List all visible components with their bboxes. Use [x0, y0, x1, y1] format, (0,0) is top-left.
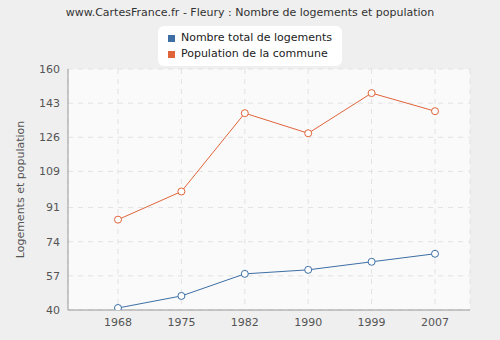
- svg-text:126: 126: [39, 131, 60, 144]
- svg-text:1982: 1982: [231, 316, 259, 329]
- svg-text:57: 57: [46, 270, 60, 283]
- svg-text:160: 160: [39, 63, 60, 76]
- svg-text:74: 74: [46, 236, 60, 249]
- svg-text:1999: 1999: [358, 316, 386, 329]
- svg-text:2007: 2007: [421, 316, 449, 329]
- svg-text:143: 143: [39, 97, 60, 110]
- svg-text:40: 40: [46, 304, 60, 317]
- svg-text:1990: 1990: [294, 316, 322, 329]
- svg-text:91: 91: [46, 201, 60, 214]
- html-text:Nombre total de logements: Nombre total de logements: [180, 31, 333, 44]
- html-text:www.CartesFrance.fr - Fleury :: www.CartesFrance.fr - Fleury : Nombre de…: [65, 6, 435, 19]
- svg-text:109: 109: [39, 165, 60, 178]
- html-text:Population de la commune: Population de la commune: [180, 47, 328, 60]
- svg-text:1975: 1975: [167, 316, 195, 329]
- svg-text:1968: 1968: [104, 316, 132, 329]
- svg-text:Logements et population: Logements et population: [14, 121, 27, 259]
